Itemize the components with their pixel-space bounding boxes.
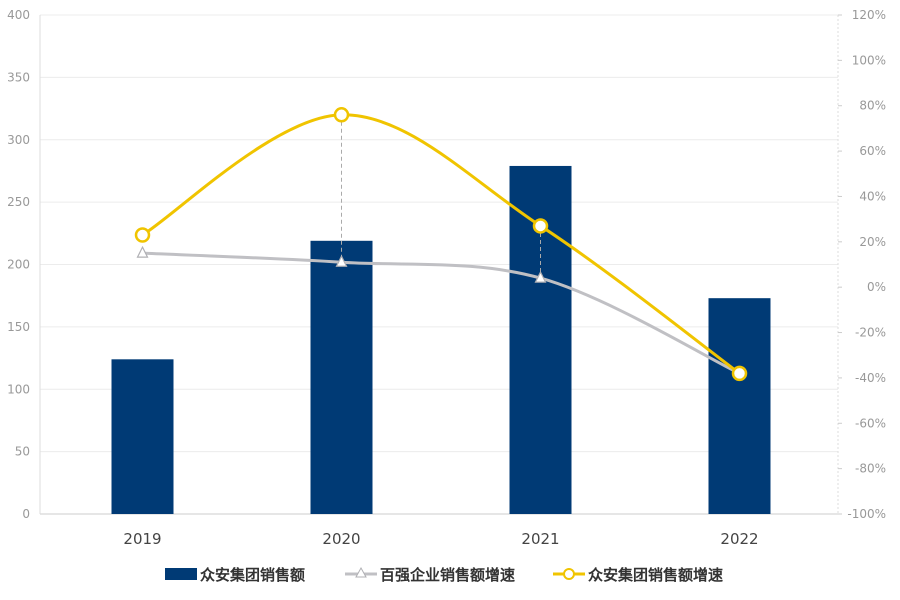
x-tick-label: 2022 (720, 530, 758, 548)
left-tick-label: 300 (7, 133, 30, 147)
right-tick-label: 100% (852, 53, 886, 67)
right-tick-label: 0% (867, 280, 886, 294)
lines (134, 107, 748, 382)
circle-marker (134, 227, 151, 243)
bar (708, 298, 771, 514)
right-tick-label: -80% (855, 462, 886, 476)
circle-marker (731, 365, 748, 382)
legend-label: 众安集团销售额 (200, 566, 305, 584)
right-tick-label: 20% (859, 235, 886, 249)
bar (111, 359, 174, 514)
left-axis-ticks: 0 50 100 150 200 250 300 350 400 (7, 8, 30, 521)
circle-marker (333, 107, 350, 123)
drop-lines (341, 114, 541, 279)
x-axis-ticks: 2019 2020 2021 2022 (123, 530, 758, 548)
right-tick-label: -20% (855, 326, 886, 340)
right-tick-label: 40% (859, 189, 886, 203)
legend-label: 众安集团销售额增速 (588, 566, 723, 584)
legend-swatch-bar (165, 568, 197, 580)
circle-marker (532, 218, 549, 234)
bar (509, 165, 572, 514)
bars (111, 165, 771, 515)
left-tick-label: 350 (7, 70, 30, 84)
right-tick-label: 80% (859, 99, 886, 113)
circle-icon (563, 568, 575, 580)
line-company-growth (141, 113, 741, 375)
right-axis-ticks: -100% -80% -60% -40% -20% 0% 20% 40% 60% 80% 100% 1… (838, 8, 886, 521)
legend: 众安集团销售额 百强企业销售额增速 众安集团销售额增速 (165, 566, 723, 584)
right-tick-label: -40% (855, 371, 886, 385)
left-tick-label: 250 (7, 195, 30, 209)
left-tick-label: 200 (7, 258, 30, 272)
x-tick-label: 2021 (521, 530, 559, 548)
x-tick-label: 2019 (123, 530, 161, 548)
triangle-icon (355, 566, 367, 578)
left-tick-label: 100 (7, 382, 30, 396)
left-tick-label: 0 (22, 507, 30, 521)
triangle-marker (335, 254, 348, 267)
x-tick-label: 2020 (322, 530, 360, 548)
left-tick-label: 150 (7, 320, 30, 334)
triangle-marker (534, 270, 547, 283)
right-tick-label: -60% (855, 416, 886, 430)
right-tick-label: 60% (859, 144, 886, 158)
left-tick-label: 400 (7, 8, 30, 22)
triangle-marker (136, 245, 149, 258)
right-tick-label: 120% (852, 8, 886, 22)
left-tick-label: 50 (15, 445, 30, 459)
legend-label: 百强企业销售额增速 (380, 566, 515, 584)
bar (310, 240, 373, 515)
line-industry-growth (142, 251, 741, 375)
right-tick-label: -100% (847, 507, 886, 521)
